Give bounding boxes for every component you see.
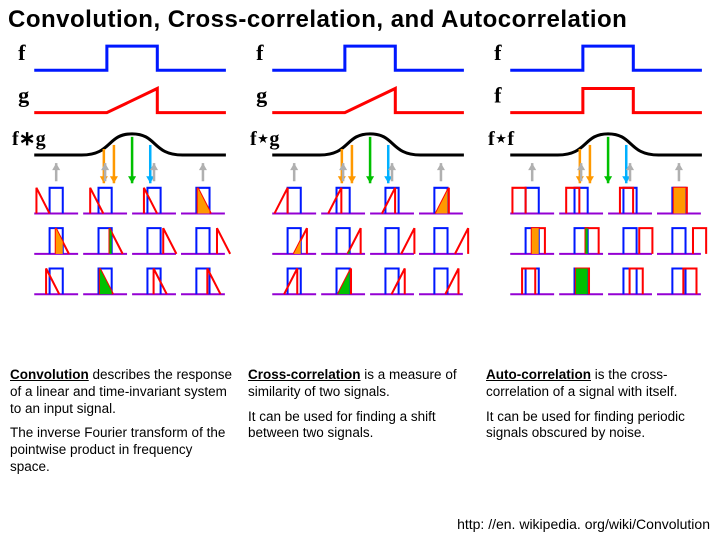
caption-cross: Cross-correlation is a measure of simila… (248, 367, 472, 484)
svg-text:f: f (256, 40, 264, 65)
svg-text:f: f (18, 40, 26, 65)
svg-text:f: f (494, 40, 502, 65)
svg-text:g: g (18, 83, 29, 108)
conv-term: Convolution (10, 367, 89, 382)
svg-text:f⋆f: f⋆f (488, 128, 514, 150)
auto-term: Auto-correlation (486, 367, 591, 382)
page-title: Convolution, Cross-correlation, and Auto… (0, 0, 720, 36)
source-url: http: //en. wikipedia. org/wiki/Convolut… (457, 516, 710, 532)
svg-text:g: g (256, 83, 267, 108)
captions-row: Convolution describes the response of a … (0, 359, 720, 484)
caption-auto: Auto-correlation is the cross-correlatio… (486, 367, 710, 484)
panel-convolution: fg f∗g (6, 36, 238, 359)
panel-autocorrelation: ff f⋆f (482, 36, 714, 359)
panel-cross-correlation: fg f⋆g (244, 36, 476, 359)
svg-text:f⋆g: f⋆g (250, 128, 279, 150)
auto-p2: It can be used for finding periodic sign… (486, 409, 710, 443)
conv-p2: The inverse Fourier transform of the poi… (10, 425, 234, 476)
svg-text:f∗g: f∗g (12, 128, 46, 150)
diagram-row: fgf∗g fgf⋆g fff⋆f (0, 36, 720, 359)
cross-p2: It can be used for finding a shift betwe… (248, 409, 472, 443)
svg-text:f: f (494, 83, 502, 108)
cross-term: Cross-correlation (248, 367, 361, 382)
caption-convolution: Convolution describes the response of a … (10, 367, 234, 484)
